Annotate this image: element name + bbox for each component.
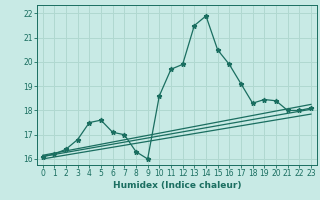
X-axis label: Humidex (Indice chaleur): Humidex (Indice chaleur) [113, 181, 241, 190]
